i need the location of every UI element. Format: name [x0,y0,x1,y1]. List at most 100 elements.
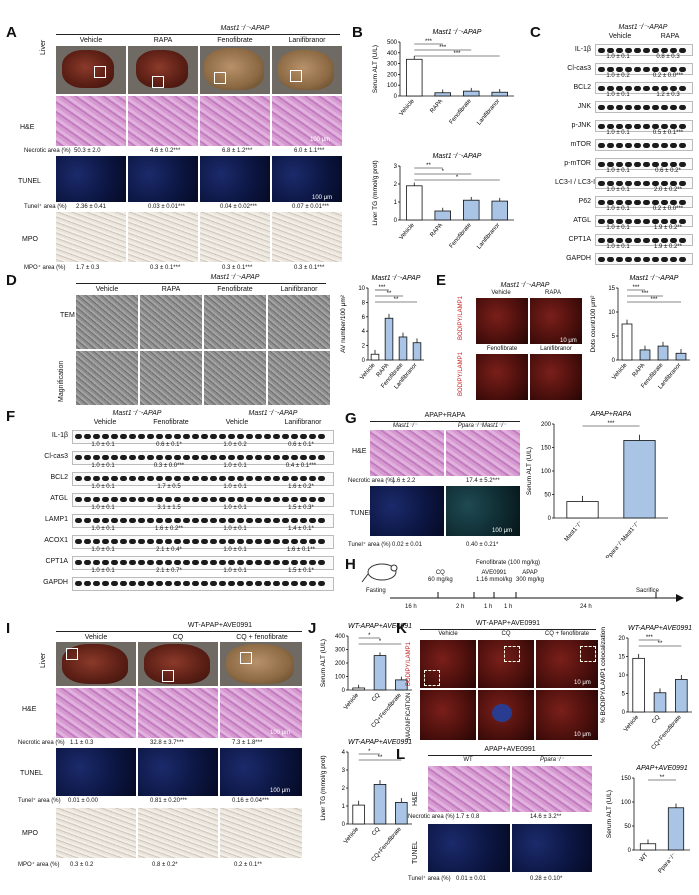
tunel-vehicle [56,156,126,202]
band [84,581,91,587]
blot-name: GAPDH [43,579,68,586]
band [228,497,235,503]
chart-title: Mast1⁻/⁻-APAP [630,275,679,282]
bar-2 [657,345,669,361]
band [634,66,641,72]
panel-c-letter: C [530,24,541,41]
y-tick-label: 1 [342,804,346,810]
blot-row: p-mTOR 1.0 ± 0.1 0.6 ± 0.2* [555,157,693,176]
band [264,455,271,461]
x-tick-label: Vehicle [343,692,360,711]
bar-2 [675,679,688,713]
y-tick-label: 300 [335,648,346,654]
l-necrotic-v2: 14.6 ± 3.2** [530,814,562,820]
y-tick-label: 50 [624,824,631,830]
band [219,455,226,461]
y-axis-label: Serum ALT (U/L) [606,790,613,838]
band [93,539,100,545]
y-tick-label: 2 [342,786,346,792]
sig-label: ** [660,775,665,781]
band [679,199,686,205]
band [318,539,325,545]
h-step-sacrifice: Sacrifice [636,588,660,594]
band [607,123,614,129]
band [598,123,605,129]
band [643,237,650,243]
band [652,256,659,262]
panel-i-row-mpo: MPO [22,830,38,837]
y-tick-label: 100 [387,83,398,89]
band [598,237,605,243]
i-tunel-v2: 0.81 ± 0.20*** [150,798,187,804]
blot-quant: 1.0 ± 0.1 [223,567,247,574]
band [219,497,226,503]
panel-b-chart-alt: Mast1⁻/⁻-APAP Serum ALT (U/L) 0 100 200 300 40… [372,29,514,127]
i-tunel-cq [138,748,218,796]
blot-quant: 1.0 ± 0.1 [606,54,630,61]
blot-name: ATGL [50,495,68,502]
band [616,199,623,205]
x-tick-label: CQ [651,714,662,725]
necrotic-v2: 4.6 ± 0.2*** [150,148,181,154]
sig-label: * [442,169,445,175]
i-mpo-v3: 0.2 ± 0.1** [234,862,262,868]
band [318,476,325,482]
y-tick-label: 0 [342,822,346,828]
blot-strip [595,44,693,57]
band [634,256,641,262]
tunel-lanifibranor [272,156,342,202]
band [291,518,298,524]
y-tick-label: 15 [608,286,615,292]
panel-e-header: Mast1⁻/⁻-APAP [500,282,550,289]
band [129,497,136,503]
blot-name: LC3-I / LC3-II [555,179,598,186]
blot-strip [595,158,693,171]
blot-name: IL-1β [574,46,591,53]
band [111,497,118,503]
tem-fenofibrate [204,295,266,349]
band [93,581,100,587]
y-tick-label: 200 [387,72,398,78]
band [679,123,686,129]
tem-mag-rapa [140,351,202,405]
band [192,476,199,482]
blot-name: IL-1β [51,432,68,439]
band [670,180,677,186]
band [616,218,623,224]
blot-quant: 1.0 ± 0.1 [223,546,247,553]
he-rapa [128,96,198,146]
blot-row: Cl-cas3 1.0 ± 0.2 0.2 ± 0.0*** [555,62,693,81]
g-tunel-v1: 0.02 ± 0.01 [392,542,422,548]
band [652,85,659,91]
band [679,47,686,53]
band [282,497,289,503]
bar-2 [398,336,408,361]
band [679,161,686,167]
band [679,142,686,148]
i-tunel-label: Tunel⁺ area (%) [18,798,61,804]
band [84,476,91,482]
band [643,47,650,53]
x-tick-label: Ppara⁻/⁻ [657,852,677,874]
panel-e-group-3: Fenofibrate [486,346,518,352]
blot-name: Cl-cas3 [567,65,591,72]
panel-a-row-tunel: TUNEL [18,178,41,185]
band [625,47,632,53]
band [75,518,82,524]
panel-g-chart: APAP+RAPA Serum ALT (U/L) 0 50 100 150 200 Mast… [526,411,668,558]
band [598,256,605,262]
band [634,199,641,205]
panel-j-letter: J [308,620,317,637]
band [318,518,325,524]
band [318,581,325,587]
y-tick-label: 100 [335,675,346,681]
panel-f-letter: F [6,408,16,425]
band [156,560,163,566]
y-tick-label: 150 [621,776,632,782]
band [120,455,127,461]
y-tick-label: 5 [622,692,626,698]
tunel-area-v1: 2.36 ± 0.41 [76,204,106,210]
i-tunel-scale: 100 μm [270,788,291,794]
panel-l-chart: APAP+AVE0991 Serum ALT (U/L) 0 50 100 150 WT Pp… [606,765,690,875]
band [201,476,208,482]
